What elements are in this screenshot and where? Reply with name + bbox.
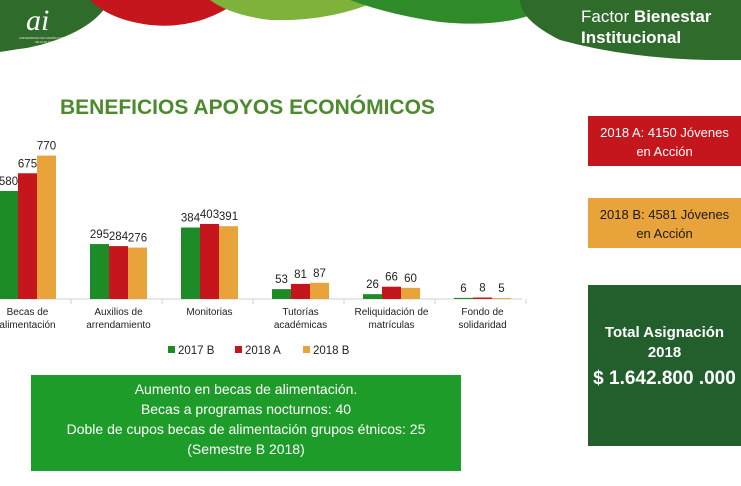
category-label: Reliquidación de — [355, 307, 429, 318]
card-2018a: 2018 A: 4150 Jóvenes en Acción — [588, 116, 741, 166]
card-2018a-line2: en Acción — [636, 144, 693, 159]
bar-2018-b — [492, 298, 511, 299]
bar-2018-a — [18, 173, 37, 299]
bar-2018-a — [291, 283, 310, 299]
data-label: 66 — [385, 272, 398, 284]
info-line: (Semestre B 2018) — [187, 441, 305, 457]
data-label: 87 — [313, 268, 326, 280]
bar-2018-b — [310, 282, 329, 299]
section-bold: Bienestar — [633, 7, 712, 26]
legend-label: 2017 B — [178, 345, 215, 357]
legend-swatch — [168, 346, 175, 353]
category-label: Fondo de — [461, 307, 504, 318]
info-line: Aumento en becas de alimentación. — [134, 381, 358, 397]
legend-label: 2018 A — [245, 345, 281, 357]
info-box: Aumento en becas de alimentación. Becas … — [31, 375, 461, 471]
card-2018b-line1: 2018 B: 4581 Jóvenes — [599, 207, 730, 222]
card-total-amount: $ 1.642.800 .000 — [593, 368, 736, 389]
data-label: 81 — [294, 269, 307, 281]
university-logo: ai — [26, 4, 50, 37]
data-label: 60 — [404, 273, 417, 285]
header-banner — [0, 0, 741, 60]
card-total-line1: Total Asignación — [604, 324, 725, 341]
category-label: alimentación — [0, 320, 56, 331]
logo-subtext: UNIVERSIDAD DE NARIÑO ACREDITADA DE ALTA… — [19, 36, 77, 44]
data-label: 580 — [0, 176, 18, 188]
bar-2017-b — [181, 227, 200, 299]
bar-2017-b — [90, 244, 109, 299]
card-2018b-line2: en Acción — [636, 226, 693, 241]
data-label: 403 — [200, 209, 219, 221]
info-line: Becas a programas nocturnos: 40 — [140, 401, 352, 417]
bar-2017-b — [363, 294, 382, 299]
category-label: arrendamiento — [86, 320, 151, 331]
category-label: matrículas — [368, 320, 414, 331]
data-label: 770 — [37, 141, 56, 153]
bar-2017-b — [454, 297, 473, 299]
data-label: 675 — [18, 158, 37, 170]
legend-label: 2018 B — [313, 345, 350, 357]
bar-2018-a — [200, 223, 219, 299]
bar-2018-a — [109, 246, 128, 299]
bar-2018-b — [401, 287, 420, 299]
data-label: 53 — [275, 274, 288, 286]
card-2018a-line1: 2018 A: 4150 Jóvenes — [600, 125, 729, 140]
data-label: 8 — [479, 283, 485, 295]
bar-2018-b — [37, 155, 56, 299]
category-label: Becas de — [7, 307, 49, 318]
legend-swatch — [303, 346, 310, 353]
section-heading: Factor Bienestar Institucional — [581, 6, 711, 48]
category-label: Tutorías — [282, 307, 318, 318]
card-total-line2: 2018 — [647, 344, 682, 361]
bar-2017-b — [0, 190, 18, 299]
data-label: 284 — [109, 231, 129, 243]
info-line: Doble de cupos becas de alimentación gru… — [66, 421, 426, 437]
category-label: Monitorias — [186, 307, 232, 318]
data-label: 391 — [219, 211, 238, 223]
bar-2018-a — [473, 297, 492, 299]
page-title: BENEFICIOS APOYOS ECONÓMICOS — [60, 96, 435, 119]
data-label: 295 — [90, 229, 109, 241]
bar-2018-a — [382, 286, 401, 299]
data-label: 384 — [181, 212, 201, 224]
bar-2018-b — [128, 247, 147, 299]
category-label: solidaridad — [458, 320, 506, 331]
legend-swatch — [235, 346, 242, 353]
card-2018b: 2018 B: 4581 Jóvenes en Acción — [588, 198, 741, 248]
section-prefix: Factor — [581, 7, 630, 26]
data-label: 26 — [366, 279, 379, 291]
card-total: Total Asignación 2018 $ 1.642.800 .000 — [588, 285, 741, 446]
data-label: 6 — [460, 283, 466, 295]
section-line2: Institucional — [581, 28, 682, 47]
category-label: Auxilios de — [94, 307, 143, 318]
bar-2018-b — [219, 226, 238, 299]
bar-2017-b — [272, 289, 291, 299]
category-label: académicas — [274, 320, 327, 331]
data-label: 5 — [498, 283, 504, 295]
data-label: 276 — [128, 233, 147, 245]
